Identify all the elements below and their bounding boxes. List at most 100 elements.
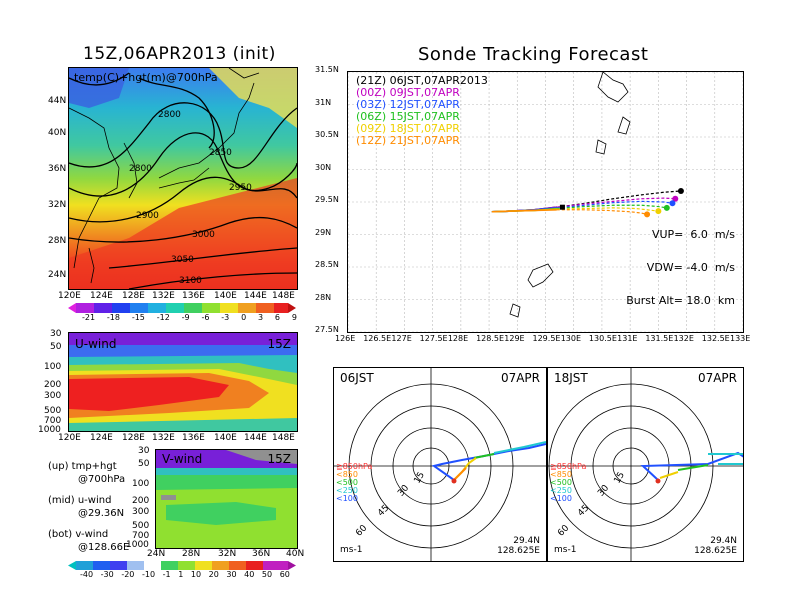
colorbar-label: 6 — [274, 313, 280, 322]
colorbar-label: -18 — [106, 313, 120, 322]
level-label: <850 — [336, 470, 358, 479]
lat-label: 24N — [147, 549, 166, 559]
track-x-tick-label: 126E — [335, 334, 356, 343]
colorbar-label: -21 — [82, 313, 96, 322]
contour-label: 2850 — [209, 148, 232, 158]
track-endpoint — [669, 200, 676, 207]
level-label: <850 — [550, 470, 572, 479]
uwind-time: 15Z — [267, 337, 292, 351]
track-x-tick-label: 130.5E — [588, 334, 617, 343]
track-endpoint — [672, 195, 679, 202]
legend-up2: @700hPa — [78, 474, 126, 485]
p-label: 200 — [44, 380, 62, 390]
lat-label: 36N — [48, 164, 67, 174]
legend-bot2: @128.66E — [78, 542, 130, 553]
lon-label: 120E — [58, 291, 81, 301]
lat-label: 44N — [48, 96, 67, 106]
lat-label: 40N — [48, 128, 67, 138]
polar-time: 06JST — [340, 371, 374, 385]
lat-label: 28N — [48, 236, 67, 246]
lon-label: 128E — [122, 433, 145, 443]
island-outline — [509, 303, 521, 318]
lon-label: 148E — [272, 433, 295, 443]
level-label: ≧850hPa — [336, 462, 373, 471]
hodograph-line — [493, 441, 546, 454]
params-box: VUP= 6.0 m/s VDW= -4.0 m/s Burst Alt= 18… — [626, 207, 735, 328]
polar-levels: ≧850hPa <850 <500 <250 <100 — [336, 463, 372, 503]
map-label: temp(C)+hgt(m)@700hPa — [74, 71, 218, 84]
polar-left-svg — [334, 368, 546, 561]
island-outline — [527, 263, 554, 288]
track-y-tick-label: 29N — [315, 227, 332, 237]
track-y-tick-label: 28N — [315, 292, 332, 302]
track-line-forecast — [556, 197, 676, 208]
lon-label: 144E — [244, 291, 267, 301]
track-y-tick-label: 28.5N — [315, 260, 339, 269]
legend-z: (21Z) — [356, 74, 387, 87]
track-x-tick-label: 132.5E — [701, 334, 730, 343]
polar-date: 07APR — [697, 371, 737, 385]
track-x-tick-label: 131E — [617, 334, 638, 343]
colorbar-label: 0 — [241, 313, 247, 322]
level-label: <500 — [550, 478, 572, 487]
colorbar-label: 50 — [261, 570, 273, 579]
lon-label: 136E — [182, 291, 205, 301]
lat-label: 36N — [252, 549, 271, 559]
polar-coords: 29.4N 128.625E — [497, 536, 540, 556]
contour-label: 2900 — [136, 211, 159, 221]
legend-t: 21JST,07APR — [389, 134, 460, 147]
contour-label: 2800 — [129, 164, 152, 174]
colorbar-label: -20 — [121, 570, 135, 579]
p-label: 50 — [138, 459, 150, 469]
launch-marker — [559, 204, 565, 210]
track-y-tick-label: 27.5N — [315, 325, 339, 334]
colorbar-label: -6 — [201, 313, 210, 322]
level-label: <100 — [550, 494, 572, 503]
temp-colorbar — [68, 303, 296, 313]
legend-mid2: @29.36N — [78, 508, 125, 519]
p-label: 30 — [50, 329, 62, 339]
track-line-forecast — [556, 209, 648, 215]
legend-up1: (up) tmp+hgt — [48, 461, 117, 472]
lat-label: 40N — [286, 549, 305, 559]
track-line-forecast — [556, 204, 667, 210]
polar-right-svg — [548, 368, 743, 561]
uwind-svg — [69, 333, 297, 431]
track-endpoint — [644, 211, 651, 218]
legend-bot1: (bot) v-wind — [48, 529, 109, 540]
colorbar-label: 30 — [226, 570, 237, 579]
track-y-tick-label: 29.5N — [315, 195, 339, 204]
track-x-tick-label: 128.5E — [476, 334, 505, 343]
colorbar-label: 20 — [208, 570, 219, 579]
lat-label: 24N — [48, 270, 67, 280]
legend-t: 18JST,07APR — [389, 122, 460, 135]
polar-left-panel: 06JST 07APR ≧850hPa <850 <500 <250 <100 … — [333, 367, 547, 562]
track-y-tick-label: 31.5N — [315, 65, 339, 74]
hodograph-line — [431, 443, 546, 481]
track-y-tick-label: 31N — [315, 97, 332, 107]
hodograph-line — [677, 464, 709, 471]
colorbar-label: -3 — [221, 313, 230, 322]
track-legend: (21Z) 06JST,07APR2013 (00Z) 09JST,07APR … — [356, 75, 488, 147]
lon-label: 148E — [272, 291, 295, 301]
legend-text: (up) tmp+hgt @700hPa (mid) u-wind @29.36… — [48, 460, 129, 554]
legend-entry: (09Z) 18JST,07APR — [356, 123, 488, 135]
contour-label: 3100 — [179, 276, 202, 286]
lon-label: 140E — [214, 291, 237, 301]
right-title: Sonde Tracking Forecast — [418, 44, 649, 65]
p-label: 300 — [132, 507, 150, 517]
legend-entry: (06Z) 15JST,07APR — [356, 111, 488, 123]
polar-levels: ≧850hPa <850 <500 <250 <100 — [550, 463, 586, 503]
colorbar-label: -10 — [141, 570, 156, 579]
contour-label: 2800 — [158, 110, 181, 120]
p-label: 700 — [44, 416, 62, 426]
track-y-tick-label: 30N — [315, 162, 332, 172]
p-label: 100 — [132, 479, 150, 489]
map-svg — [69, 68, 297, 289]
p-label: 30 — [138, 446, 150, 456]
uwind-panel: U-wind 15Z — [68, 332, 298, 432]
polar-unit: ms-1 — [554, 545, 577, 555]
level-label: <100 — [336, 494, 358, 503]
wind-colorbar — [68, 561, 296, 570]
level-label: <250 — [550, 486, 572, 495]
